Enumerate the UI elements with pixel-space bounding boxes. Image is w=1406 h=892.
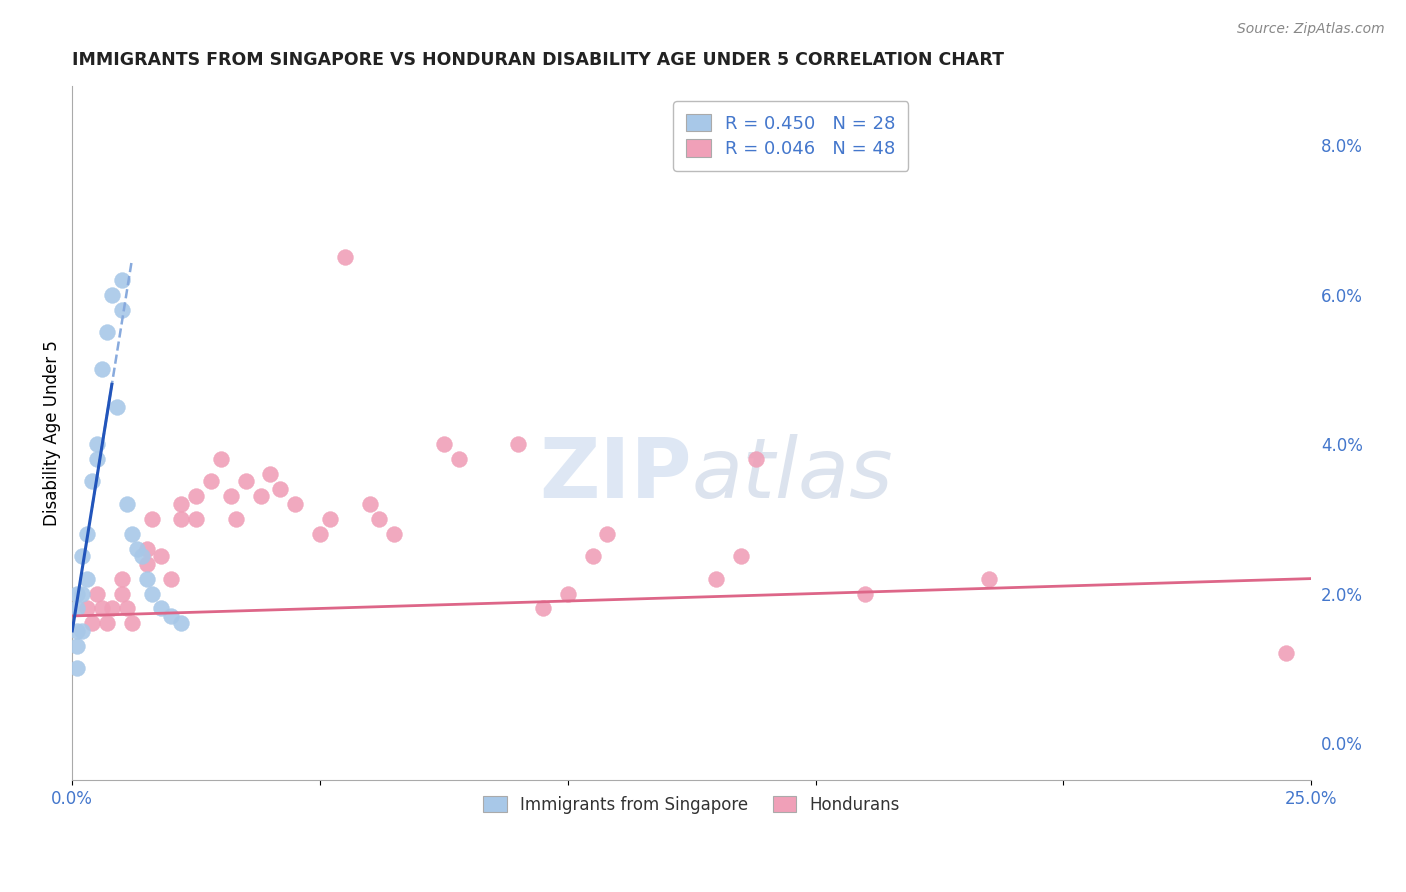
- Point: [66, 624, 89, 638]
- Point: [80, 616, 103, 631]
- Point: [86, 437, 108, 451]
- Point: [433, 437, 456, 451]
- Point: [111, 273, 134, 287]
- Point: [131, 549, 153, 564]
- Point: [141, 512, 163, 526]
- Point: [309, 526, 332, 541]
- Point: [745, 452, 768, 467]
- Point: [382, 526, 405, 541]
- Legend: Immigrants from Singapore, Hondurans: Immigrants from Singapore, Hondurans: [474, 786, 910, 824]
- Point: [96, 325, 118, 339]
- Point: [101, 287, 124, 301]
- Point: [219, 490, 242, 504]
- Text: IMMIGRANTS FROM SINGAPORE VS HONDURAN DISABILITY AGE UNDER 5 CORRELATION CHART: IMMIGRANTS FROM SINGAPORE VS HONDURAN DI…: [72, 51, 1004, 69]
- Point: [125, 541, 148, 556]
- Point: [66, 601, 89, 615]
- Point: [359, 497, 381, 511]
- Point: [80, 475, 103, 489]
- Point: [115, 497, 138, 511]
- Point: [135, 572, 157, 586]
- Point: [284, 497, 307, 511]
- Point: [105, 400, 128, 414]
- Point: [184, 512, 207, 526]
- Point: [333, 251, 356, 265]
- Point: [141, 586, 163, 600]
- Point: [96, 616, 118, 631]
- Point: [508, 437, 530, 451]
- Y-axis label: Disability Age Under 5: Disability Age Under 5: [44, 340, 60, 526]
- Point: [209, 452, 232, 467]
- Text: ZIP: ZIP: [538, 434, 692, 515]
- Point: [184, 490, 207, 504]
- Point: [70, 549, 93, 564]
- Point: [91, 362, 114, 376]
- Point: [121, 616, 143, 631]
- Text: Source: ZipAtlas.com: Source: ZipAtlas.com: [1237, 22, 1385, 37]
- Point: [269, 482, 291, 496]
- Text: atlas: atlas: [692, 434, 893, 515]
- Point: [86, 452, 108, 467]
- Point: [76, 526, 98, 541]
- Point: [706, 572, 728, 586]
- Point: [977, 572, 1000, 586]
- Point: [170, 616, 193, 631]
- Point: [70, 586, 93, 600]
- Point: [225, 512, 247, 526]
- Point: [150, 601, 173, 615]
- Point: [170, 512, 193, 526]
- Point: [76, 572, 98, 586]
- Point: [235, 475, 257, 489]
- Point: [730, 549, 752, 564]
- Point: [259, 467, 281, 481]
- Point: [368, 512, 391, 526]
- Point: [70, 624, 93, 638]
- Point: [853, 586, 876, 600]
- Point: [596, 526, 619, 541]
- Point: [135, 557, 157, 571]
- Point: [111, 586, 134, 600]
- Point: [1275, 646, 1298, 660]
- Point: [66, 639, 89, 653]
- Point: [66, 586, 89, 600]
- Point: [531, 601, 554, 615]
- Point: [91, 601, 114, 615]
- Point: [121, 526, 143, 541]
- Point: [86, 586, 108, 600]
- Point: [101, 601, 124, 615]
- Point: [150, 549, 173, 564]
- Point: [249, 490, 271, 504]
- Point: [115, 601, 138, 615]
- Point: [581, 549, 603, 564]
- Point: [200, 475, 222, 489]
- Point: [557, 586, 579, 600]
- Point: [319, 512, 342, 526]
- Point: [111, 302, 134, 317]
- Point: [160, 572, 183, 586]
- Point: [447, 452, 470, 467]
- Point: [170, 497, 193, 511]
- Point: [111, 572, 134, 586]
- Point: [66, 661, 89, 675]
- Point: [135, 541, 157, 556]
- Point: [76, 601, 98, 615]
- Point: [160, 609, 183, 624]
